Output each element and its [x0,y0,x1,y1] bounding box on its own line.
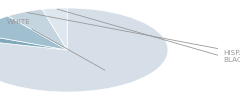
Text: ASIAN: ASIAN [0,99,1,100]
Text: A.I.: A.I. [0,99,1,100]
Wedge shape [0,8,168,92]
Wedge shape [42,8,67,50]
Text: WHITE: WHITE [7,19,105,70]
Text: HISPANIC: HISPANIC [27,12,240,56]
Text: BLACK: BLACK [57,9,240,63]
Wedge shape [0,16,67,50]
Wedge shape [8,9,67,50]
Wedge shape [0,33,67,50]
